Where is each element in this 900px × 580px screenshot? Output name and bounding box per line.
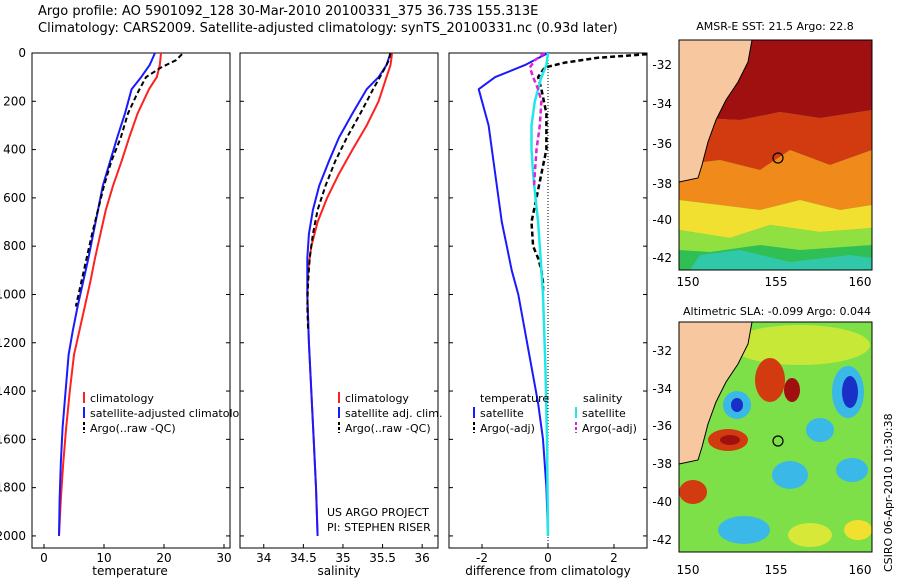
series-line-4 bbox=[528, 51, 546, 186]
sst-ytick: -34 bbox=[652, 97, 672, 111]
x-tick-label: 20 bbox=[156, 551, 171, 565]
salinity-axes bbox=[239, 52, 439, 549]
sst-xtick: 150 bbox=[677, 275, 700, 289]
legend-label-sal-satellite: satellite bbox=[582, 407, 626, 420]
sst-float-marker bbox=[772, 152, 784, 164]
difference-panel: -2 0 2 difference from climatology tempera… bbox=[448, 51, 648, 578]
salinity-panel: 34 34.5 35 35.5 36 salinity climatology sate… bbox=[239, 52, 442, 578]
pi-note: PI: STEPHEN RISER bbox=[327, 521, 431, 534]
y-tick-label: 400 bbox=[3, 143, 26, 157]
legend-label-sal-argo: Argo(-adj) bbox=[582, 422, 637, 435]
temperature-xlabel: temperature bbox=[92, 564, 167, 578]
sst-ytick: -32 bbox=[652, 58, 672, 72]
sla-ytick: -40 bbox=[652, 495, 672, 509]
sla-ytick: -36 bbox=[652, 419, 672, 433]
header-line-1: Argo profile: AO 5901092_128 30-Mar-2010… bbox=[38, 4, 539, 19]
x-tick-label: 30 bbox=[216, 551, 231, 565]
y-tick-label: 1000 bbox=[0, 287, 26, 301]
sla-float-marker bbox=[772, 435, 784, 447]
legend-label-temp-satellite: satellite bbox=[480, 407, 524, 420]
legend-label-temp-argo: Argo(-adj) bbox=[480, 422, 535, 435]
series-line-3 bbox=[74, 53, 183, 307]
sla-map: Altimetric SLA: -0.099 Argo: 0.044 -32 bbox=[652, 305, 873, 577]
sla-ytick: -38 bbox=[652, 457, 672, 471]
sst-ytick: -36 bbox=[652, 137, 672, 151]
x-tick-label: 10 bbox=[96, 551, 111, 565]
salinity-legend: climatology satellite adj. clim. Argo(..… bbox=[338, 392, 442, 435]
series-line-2 bbox=[58, 52, 156, 536]
sla-ytick: -34 bbox=[652, 382, 672, 396]
difference-legend: temperature salinity satellite Argo(-adj… bbox=[473, 392, 637, 435]
sst-ytick: -42 bbox=[652, 251, 672, 265]
difference-lines bbox=[477, 51, 648, 536]
x-tick-label: 34.5 bbox=[290, 551, 317, 565]
temperature-panel: 0 10 20 30 0 200 400 600 800 1000 1200 1400 1600 1800… bbox=[0, 46, 253, 578]
legend-head-salinity: salinity bbox=[583, 392, 623, 405]
sla-xtick: 155 bbox=[765, 563, 788, 577]
sla-xtick: 150 bbox=[677, 563, 700, 577]
sst-map-title: AMSR-E SST: 21.5 Argo: 22.8 bbox=[696, 20, 854, 33]
y-tick-label: 0 bbox=[18, 46, 26, 60]
temperature-axes bbox=[31, 52, 231, 549]
sla-map-title: Altimetric SLA: -0.099 Argo: 0.044 bbox=[683, 305, 871, 318]
sla-map-frame bbox=[678, 321, 873, 553]
credit-text: CSIRO 06-Apr-2010 10:30:38 bbox=[882, 413, 895, 572]
sla-field bbox=[679, 322, 872, 552]
y-tick-label: 1200 bbox=[0, 336, 26, 350]
x-tick-label: 34 bbox=[256, 551, 271, 565]
legend-label-climatology: climatology bbox=[90, 392, 154, 405]
legend-label-argo: Argo(..raw -QC) bbox=[90, 422, 176, 435]
series-line-3 bbox=[306, 52, 392, 331]
sla-xtick: 160 bbox=[849, 563, 872, 577]
legend-head-temperature: temperature bbox=[480, 392, 549, 405]
series-line-3 bbox=[530, 52, 550, 536]
y-tick-label: 1800 bbox=[0, 481, 26, 495]
x-tick-label: 0 bbox=[40, 551, 48, 565]
sst-xtick: 160 bbox=[849, 275, 872, 289]
series-line-1 bbox=[58, 52, 162, 536]
x-tick-label: -2 bbox=[476, 551, 488, 565]
salinity-xlabel: salinity bbox=[317, 564, 360, 578]
temperature-lines bbox=[58, 52, 183, 536]
difference-ticks: -2 0 2 bbox=[449, 52, 647, 565]
x-tick-label: 0 bbox=[544, 551, 552, 565]
salinity-ticks: 34 34.5 35 35.5 36 bbox=[240, 52, 438, 565]
x-tick-label: 2 bbox=[610, 551, 618, 565]
project-note: US ARGO PROJECT bbox=[327, 506, 429, 519]
sst-field bbox=[679, 40, 872, 270]
y-tick-label: 800 bbox=[3, 239, 26, 253]
legend-label-argo: Argo(..raw -QC) bbox=[345, 422, 431, 435]
sst-xtick: 155 bbox=[765, 275, 788, 289]
x-tick-label: 35 bbox=[335, 551, 350, 565]
series-line-2 bbox=[306, 52, 392, 536]
sst-map-frame bbox=[678, 39, 873, 271]
x-tick-label: 35.5 bbox=[369, 551, 396, 565]
sla-ytick: -32 bbox=[652, 344, 672, 358]
header-line-2: Climatology: CARS2009. Satellite-adjuste… bbox=[38, 21, 618, 36]
y-tick-label: 2000 bbox=[0, 529, 26, 543]
sst-ytick: -38 bbox=[652, 177, 672, 191]
sla-ytick: -42 bbox=[652, 533, 672, 547]
y-tick-label: 600 bbox=[3, 191, 26, 205]
sst-map: AMSR-E SST: 21.5 Argo: 22.8 -32 -34 -36 … bbox=[652, 20, 873, 289]
temperature-ticks: 0 10 20 30 0 200 400 600 800 1000 1200 1400 1600 1800… bbox=[0, 46, 232, 565]
legend-label-satellite: satellite adj. clim. bbox=[345, 407, 442, 420]
y-tick-label: 1400 bbox=[0, 384, 26, 398]
sst-ytick: -40 bbox=[652, 213, 672, 227]
legend-label-satellite: satellite-adjusted climatology bbox=[90, 407, 253, 420]
y-tick-label: 200 bbox=[3, 94, 26, 108]
salinity-lines bbox=[306, 52, 394, 536]
y-tick-label: 1600 bbox=[0, 432, 26, 446]
temperature-legend: climatology satellite-adjusted climatolo… bbox=[83, 392, 253, 435]
legend-label-climatology: climatology bbox=[345, 392, 409, 405]
x-tick-label: 36 bbox=[415, 551, 430, 565]
difference-xlabel: difference from climatology bbox=[465, 564, 631, 578]
series-line-1 bbox=[477, 52, 549, 536]
